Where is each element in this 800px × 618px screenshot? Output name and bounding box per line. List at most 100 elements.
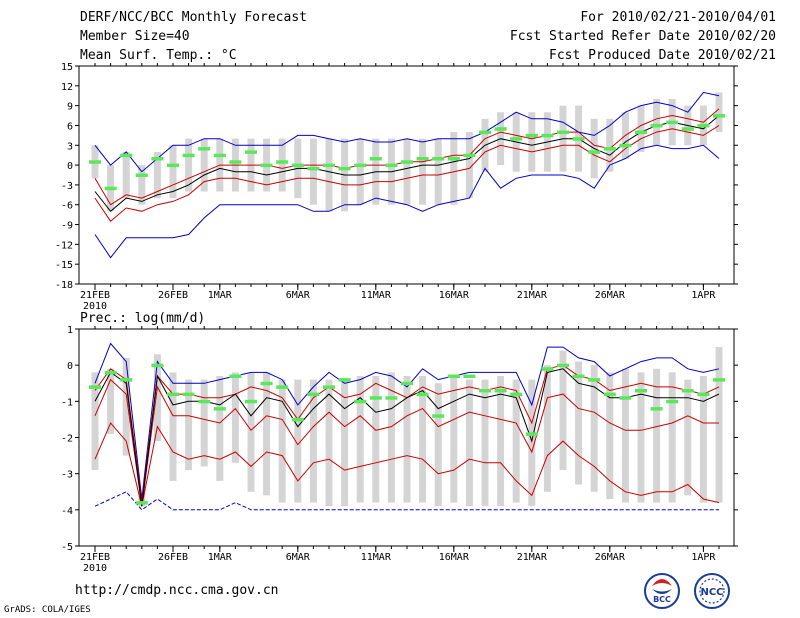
temp-marker [229,160,242,164]
precip-box [699,376,707,503]
precip-box [122,357,130,456]
precip-box [325,379,333,507]
precip-marker [510,392,523,397]
temp-xtick-label: 1APR [691,290,716,301]
precip-marker [229,374,242,379]
precip-marker [245,399,257,404]
temp-xtick-label: 16MAR [439,290,470,301]
temp-box [138,165,146,205]
temp-ytick-label: -3 [61,181,73,192]
temp-ytick-label: 15 [61,62,73,73]
precip-box [91,372,99,471]
precip-box [621,368,629,503]
precip-box [715,347,723,503]
temp-marker [182,153,195,158]
temp-marker [463,153,476,158]
precip-box [153,354,161,442]
temp-ytick-label: 12 [61,82,73,93]
precip-marker [479,388,491,393]
precip-marker [588,378,601,382]
temp-xtick-year: 2010 [83,301,107,312]
precip-marker [666,399,679,404]
temp-max-line [94,91,720,173]
ncc-logo-text: NCC [700,587,723,598]
precip-marker [167,392,179,397]
precip-lower-line [94,378,719,507]
precip-box [387,372,395,503]
temp-marker [572,137,585,141]
temp-marker [666,120,679,125]
temp-ytick-label: -6 [61,201,73,212]
temp-ytick-label: 3 [67,141,73,152]
temp-box [450,132,458,205]
temp-marker [323,163,335,168]
precip-box [606,372,614,499]
precip-marker [697,392,710,397]
precip-marker [713,378,725,382]
temp-xtick-label: 1MAR [208,290,233,301]
temp-box [325,138,333,212]
temp-lower-line [94,125,720,222]
precip-xtick-label: 6MAR [286,552,311,563]
temp-ytick-label: 6 [67,121,73,132]
precip-ytick-label: -2 [61,434,73,445]
bcc-logo-swirl-red [652,579,672,586]
precip-box [637,372,645,503]
precip-box [403,376,411,503]
temp-box [169,145,177,199]
temp-xtick-label: 21MAR [517,290,548,301]
precip-marker [572,374,585,379]
precip-box [543,365,551,492]
temp-box [356,138,364,205]
precip-xtick-label: 26MAR [595,552,626,563]
website-url: http://cmdp.ncc.cma.gov.cn [75,583,279,598]
precip-xtick-label: 16MAR [439,552,470,563]
temp-marker [135,173,148,177]
temp-ytick-label: -12 [55,240,73,251]
precip-marker [447,374,460,379]
temp-box [185,138,193,192]
precip-marker [276,385,289,389]
precip-box [450,376,458,503]
precip-ytick-label: 0 [67,361,73,372]
produced-date: Fcst Produced Date 2010/02/21 [549,48,776,63]
temp-marker [416,156,429,161]
precip-marker [120,378,133,382]
temp-marker [198,147,211,151]
temp-box [465,132,473,199]
precip-marker [401,381,413,386]
temp-box [309,138,317,205]
precip-xtick-label: 21FEB [80,552,110,563]
precip-min-line [94,491,719,511]
precip-marker [182,392,195,397]
member-size: Member Size=40 [80,29,190,44]
precip-box [465,379,473,507]
precip-xtick-label: 11MAR [361,552,392,563]
temp-marker [307,166,320,171]
precip-box [169,372,177,481]
temp-ytick-label: -15 [55,260,73,271]
precip-xtick-label: 21MAR [517,552,548,563]
precip-marker [681,388,694,393]
temp-marker [151,156,164,161]
precip-box [668,372,676,503]
temp-box [715,92,723,133]
temp-ytick-label: 0 [67,161,73,172]
precip-box [653,368,661,503]
precip-box [512,379,520,503]
precip-ytick-label: -5 [61,542,73,553]
precip-box [309,379,317,503]
precip-box [372,376,380,503]
temp-marker [494,127,507,131]
precip-marker [541,367,554,371]
temp-marker [447,156,460,161]
ncc-logo-globe [699,578,725,604]
precip-box [247,372,255,492]
precip-xtick-label: 26FEB [158,552,188,563]
temp-xtick-label: 26FEB [158,290,188,301]
precip-box [419,376,427,503]
temp-box [200,138,208,192]
precip-box [481,379,489,507]
bcc-logo-text: BCC [653,595,671,604]
